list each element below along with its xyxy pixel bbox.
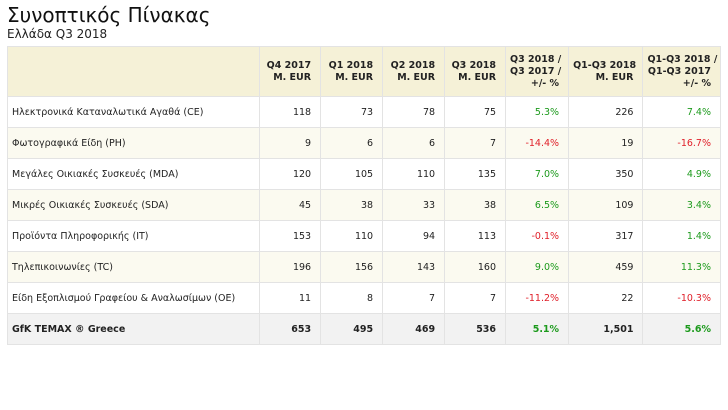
page-title: Συνοπτικός Πίνακας	[7, 3, 211, 27]
row-q1-2018-cell: 110	[320, 220, 384, 252]
row-q4-2017-cell: 153	[259, 220, 322, 252]
row-q3-2018-cell: 75	[444, 96, 507, 128]
row-q3-2018-cell: 7	[444, 127, 507, 159]
row-name-cell: Τηλεπικοινωνίες (TC)	[6, 251, 261, 283]
row-q1-2018-cell: 156	[320, 251, 384, 283]
row-name-cell: Μικρές Οικιακές Συσκευές (SDA)	[6, 189, 261, 221]
row-ytd-yoy-cell: 1.4%	[642, 220, 721, 252]
row-name-cell: Ηλεκτρονικά Καταναλωτικά Αγαθά (CE)	[6, 96, 261, 128]
total-q3-2018-cell: 536	[444, 313, 507, 345]
row-ytd-cell: 317	[568, 220, 644, 252]
row-q1-2018-cell: 38	[320, 189, 384, 221]
row-q3-yoy-cell: -0.1%	[505, 220, 570, 252]
header-cell-ytd-yoy: Q1-Q3 2018 / Q1-Q3 2017 +/- %	[642, 46, 721, 97]
row-ytd-cell: 22	[568, 282, 644, 314]
row-q3-yoy-cell: 6.5%	[505, 189, 570, 221]
row-ytd-yoy-cell: 3.4%	[642, 189, 721, 221]
row-q3-2018-cell: 135	[444, 158, 507, 190]
table-row: Προϊόντα Πληροφορικής (IT) 153 110 94 113 -0.…	[6, 220, 721, 252]
row-name-cell: Προϊόντα Πληροφορικής (IT)	[6, 220, 261, 252]
table-header-row: Q4 2017 M. EUR Q1 2018 M. EUR Q2 2018 M.…	[6, 46, 721, 97]
row-q3-yoy-cell: -14.4%	[505, 127, 570, 159]
row-ytd-cell: 350	[568, 158, 644, 190]
row-ytd-yoy-cell: 7.4%	[642, 96, 721, 128]
row-q3-yoy-cell: 7.0%	[505, 158, 570, 190]
row-q2-2018-cell: 143	[382, 251, 446, 283]
table-total-row: GfK TEMAX ® Greece 653 495 469 536 5.1% …	[6, 313, 721, 345]
total-q2-2018-cell: 469	[382, 313, 446, 345]
row-q4-2017-cell: 196	[259, 251, 322, 283]
row-q3-yoy-cell: 9.0%	[505, 251, 570, 283]
row-q4-2017-cell: 45	[259, 189, 322, 221]
row-q3-2018-cell: 38	[444, 189, 507, 221]
table-row: Μικρές Οικιακές Συσκευές (SDA) 45 38 33 38 6.…	[6, 189, 721, 221]
row-ytd-cell: 109	[568, 189, 644, 221]
total-q3-yoy-cell: 5.1%	[505, 313, 570, 345]
total-name-cell: GfK TEMAX ® Greece	[6, 313, 261, 345]
header-cell-q4-2017: Q4 2017 M. EUR	[259, 46, 322, 97]
row-q2-2018-cell: 33	[382, 189, 446, 221]
row-q1-2018-cell: 6	[320, 127, 384, 159]
row-q2-2018-cell: 7	[382, 282, 446, 314]
row-q1-2018-cell: 73	[320, 96, 384, 128]
table-row: Ηλεκτρονικά Καταναλωτικά Αγαθά (CE) 118 73…	[6, 96, 721, 128]
table-row: Μεγάλες Οικιακές Συσκευές (MDA) 120 105 110…	[6, 158, 721, 190]
row-q3-2018-cell: 113	[444, 220, 507, 252]
total-q1-2018-cell: 495	[320, 313, 384, 345]
row-q3-yoy-cell: 5.3%	[505, 96, 570, 128]
row-q2-2018-cell: 110	[382, 158, 446, 190]
row-ytd-cell: 226	[568, 96, 644, 128]
table-row: Φωτογραφικά Είδη (PH) 9 6 6 7 -14.4% 19 -16.7%	[6, 127, 721, 159]
row-name-cell: Είδη Εξοπλισμού Γραφείου & Αναλωσίμων (O…	[6, 282, 261, 314]
header-cell-category	[6, 46, 261, 97]
header-cell-q2-2018: Q2 2018 M. EUR	[382, 46, 446, 97]
summary-table: Q4 2017 M. EUR Q1 2018 M. EUR Q2 2018 M.…	[6, 46, 721, 345]
table-body: Ηλεκτρονικά Καταναλωτικά Αγαθά (CE) 118 73…	[6, 96, 721, 314]
row-q1-2018-cell: 105	[320, 158, 384, 190]
row-q2-2018-cell: 78	[382, 96, 446, 128]
row-q3-yoy-cell: -11.2%	[505, 282, 570, 314]
row-q2-2018-cell: 94	[382, 220, 446, 252]
row-q4-2017-cell: 9	[259, 127, 322, 159]
total-ytd-cell: 1,501	[568, 313, 644, 345]
row-ytd-cell: 459	[568, 251, 644, 283]
row-q3-2018-cell: 160	[444, 251, 507, 283]
total-ytd-yoy-cell: 5.6%	[642, 313, 721, 345]
total-q4-2017-cell: 653	[259, 313, 322, 345]
header-cell-q3-yoy: Q3 2018 / Q3 2017 / +/- %	[505, 46, 570, 97]
row-name-cell: Φωτογραφικά Είδη (PH)	[6, 127, 261, 159]
row-ytd-yoy-cell: -10.3%	[642, 282, 721, 314]
row-q3-2018-cell: 7	[444, 282, 507, 314]
row-ytd-yoy-cell: 4.9%	[642, 158, 721, 190]
page-subtitle: Ελλάδα Q3 2018	[7, 27, 108, 41]
header-cell-q3-2018: Q3 2018 M. EUR	[444, 46, 507, 97]
header-cell-ytd: Q1-Q3 2018 M. EUR	[568, 46, 644, 97]
header-cell-q1-2018: Q1 2018 M. EUR	[320, 46, 384, 97]
row-ytd-cell: 19	[568, 127, 644, 159]
row-q4-2017-cell: 118	[259, 96, 322, 128]
row-q4-2017-cell: 120	[259, 158, 322, 190]
row-q1-2018-cell: 8	[320, 282, 384, 314]
row-q4-2017-cell: 11	[259, 282, 322, 314]
table-row: Τηλεπικοινωνίες (TC) 196 156 143 160 9.0% 459 1…	[6, 251, 721, 283]
row-q2-2018-cell: 6	[382, 127, 446, 159]
row-name-cell: Μεγάλες Οικιακές Συσκευές (MDA)	[6, 158, 261, 190]
row-ytd-yoy-cell: 11.3%	[642, 251, 721, 283]
table-row: Είδη Εξοπλισμού Γραφείου & Αναλωσίμων (O…	[6, 282, 721, 314]
row-ytd-yoy-cell: -16.7%	[642, 127, 721, 159]
